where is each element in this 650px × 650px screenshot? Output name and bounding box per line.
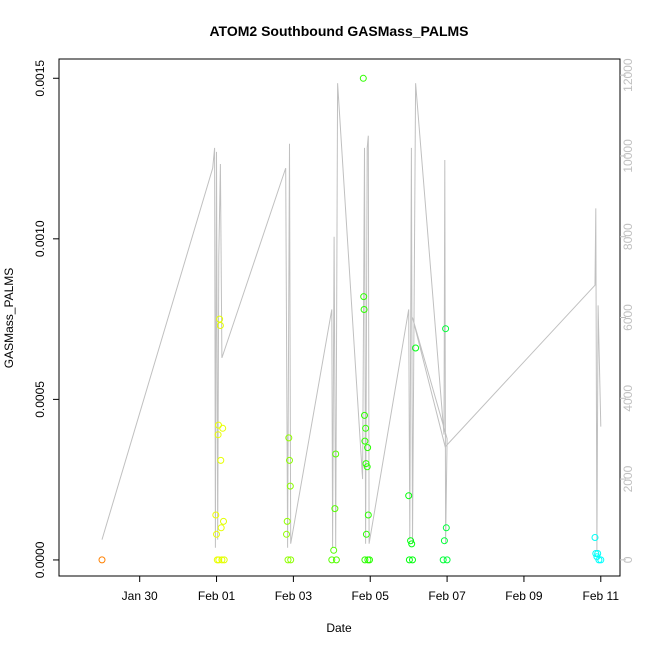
altitude-series-line <box>101 83 602 552</box>
data-point <box>591 534 599 541</box>
y-tick-label: 0.0005 <box>33 381 47 418</box>
y2-tick-label: 8000 <box>621 223 635 250</box>
data-point <box>215 556 223 564</box>
data-point <box>216 322 224 329</box>
data-point <box>597 556 605 564</box>
data-point <box>283 530 290 538</box>
data-point <box>443 556 451 564</box>
data-point <box>405 492 413 500</box>
data-point <box>332 556 340 564</box>
x-tick-label: Feb 11 <box>583 589 620 603</box>
data-point <box>328 556 336 564</box>
y-axis-label: GASMass_PALMS <box>2 268 16 368</box>
y2-tick-label: 2000 <box>621 465 635 492</box>
x-tick-label: Feb 07 <box>428 589 466 603</box>
data-point <box>439 556 447 564</box>
data-point <box>412 344 420 352</box>
x-axis: Jan 30 Feb 01 Feb 03 Feb 05 Feb 07 Feb 09 Feb … <box>122 576 620 603</box>
data-point <box>592 550 600 557</box>
data-point <box>362 530 370 538</box>
data-point <box>442 524 450 532</box>
y2-tick-label: 6000 <box>621 304 635 331</box>
secondary-y-axis: 0 2000 4000 6000 8000 10000 12000 <box>620 58 635 563</box>
y2-tick-label: 12000 <box>621 58 635 92</box>
data-point <box>217 456 225 464</box>
data-point <box>361 411 368 419</box>
x-tick-label: Feb 09 <box>505 589 543 603</box>
data-point <box>361 437 369 445</box>
x-tick-label: Feb 03 <box>275 589 313 603</box>
data-point <box>285 434 293 442</box>
data-point <box>286 482 294 490</box>
chart-title: ATOM2 Southbound GASMass_PALMS <box>209 23 468 39</box>
data-point <box>213 530 220 538</box>
y-tick-label: 0.0000 <box>33 541 47 578</box>
data-point <box>360 293 368 301</box>
y-tick-label: 0.0015 <box>33 60 47 97</box>
data-point <box>364 444 372 452</box>
y2-tick-label: 0 <box>621 556 635 563</box>
data-point <box>283 517 291 525</box>
data-point <box>284 556 292 564</box>
x-tick-label: Feb 05 <box>352 589 390 603</box>
data-point <box>362 460 370 468</box>
data-point <box>361 556 369 564</box>
data-point <box>440 537 448 545</box>
y2-tick-label: 4000 <box>621 385 635 412</box>
data-point <box>219 424 227 432</box>
data-point <box>331 505 339 513</box>
data-point <box>330 546 338 554</box>
data-point <box>287 556 295 564</box>
data-point <box>332 450 340 458</box>
data-point <box>409 556 416 564</box>
data-point <box>98 556 106 564</box>
data-point <box>218 556 226 564</box>
data-point <box>220 517 227 525</box>
data-points-layer <box>98 74 605 564</box>
data-point <box>408 540 416 548</box>
data-point <box>286 456 293 464</box>
data-point <box>595 556 603 564</box>
data-point <box>364 511 372 519</box>
data-point <box>362 424 370 432</box>
data-point <box>407 537 415 545</box>
plot-frame <box>58 58 621 577</box>
y2-tick-label: 10000 <box>621 139 635 173</box>
data-point <box>217 524 225 532</box>
data-point <box>363 463 371 471</box>
data-point <box>214 431 222 439</box>
x-tick-label: Feb 01 <box>198 589 236 603</box>
x-tick-label: Jan 30 <box>122 589 158 603</box>
data-point <box>360 306 368 313</box>
y-tick-label: 0.0010 <box>33 220 47 257</box>
data-point <box>220 556 228 564</box>
data-point <box>405 556 413 564</box>
data-point <box>594 550 602 557</box>
data-point <box>359 74 367 82</box>
y-axis: 0.0000 0.0005 0.0010 0.0015 <box>33 60 59 578</box>
data-point <box>442 325 450 333</box>
x-axis-label: Date <box>326 621 352 635</box>
data-point <box>366 556 373 564</box>
data-point <box>212 511 220 519</box>
altitude-line-layer <box>101 83 602 552</box>
